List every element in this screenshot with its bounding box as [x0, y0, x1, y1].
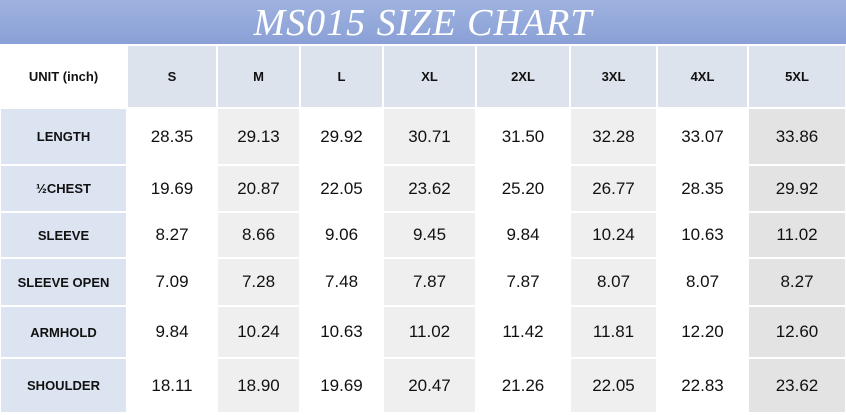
table-cell: 7.09 [128, 259, 216, 305]
table-cell: 19.69 [128, 166, 216, 211]
table-cell: 10.63 [658, 213, 747, 257]
table-cell: 7.28 [218, 259, 299, 305]
header-cell: 3XL [571, 46, 656, 107]
table-cell: 12.20 [658, 307, 747, 357]
table-cell: 32.28 [571, 109, 656, 164]
row-label: ARMHOLD [1, 307, 126, 357]
table-cell: 9.84 [477, 213, 569, 257]
table-cell: 22.05 [301, 166, 382, 211]
table-cell: 8.27 [749, 259, 845, 305]
table-cell: 31.50 [477, 109, 569, 164]
row-label: SLEEVE OPEN [1, 259, 126, 305]
header-cell: 2XL [477, 46, 569, 107]
table-cell: 23.62 [749, 359, 845, 412]
header-cell: 4XL [658, 46, 747, 107]
table-cell: 10.24 [571, 213, 656, 257]
table-cell: 26.77 [571, 166, 656, 211]
row-label: SLEEVE [1, 213, 126, 257]
table-cell: 29.92 [301, 109, 382, 164]
table-cell: 8.66 [218, 213, 299, 257]
table-cell: 8.27 [128, 213, 216, 257]
table-cell: 19.69 [301, 359, 382, 412]
row-label: SHOULDER [1, 359, 126, 412]
header-cell: L [301, 46, 382, 107]
table-cell: 10.24 [218, 307, 299, 357]
table-cell: 9.84 [128, 307, 216, 357]
row-label: LENGTH [1, 109, 126, 164]
chart-title: MS015 SIZE CHART [0, 0, 846, 44]
table-cell: 22.83 [658, 359, 747, 412]
table-cell: 20.87 [218, 166, 299, 211]
header-cell: M [218, 46, 299, 107]
table-cell: 12.60 [749, 307, 845, 357]
table-cell: 29.13 [218, 109, 299, 164]
row-label: ½CHEST [1, 166, 126, 211]
table-cell: 21.26 [477, 359, 569, 412]
table-cell: 8.07 [658, 259, 747, 305]
table-cell: 28.35 [128, 109, 216, 164]
table-cell: 11.02 [384, 307, 475, 357]
header-cell: 5XL [749, 46, 845, 107]
table-cell: 20.47 [384, 359, 475, 412]
header-cell: S [128, 46, 216, 107]
table-cell: 8.07 [571, 259, 656, 305]
table-cell: 33.07 [658, 109, 747, 164]
table-cell: 29.92 [749, 166, 845, 211]
table-cell: 11.02 [749, 213, 845, 257]
table-cell: 33.86 [749, 109, 845, 164]
header-cell: XL [384, 46, 475, 107]
table-cell: 18.11 [128, 359, 216, 412]
table-cell: 30.71 [384, 109, 475, 164]
table-cell: 11.81 [571, 307, 656, 357]
table-cell: 10.63 [301, 307, 382, 357]
table-cell: 25.20 [477, 166, 569, 211]
table-cell: 7.87 [384, 259, 475, 305]
table-cell: 23.62 [384, 166, 475, 211]
table-cell: 7.87 [477, 259, 569, 305]
table-cell: 9.45 [384, 213, 475, 257]
table-cell: 18.90 [218, 359, 299, 412]
table-cell: 11.42 [477, 307, 569, 357]
table-cell: 22.05 [571, 359, 656, 412]
header-cell: UNIT (inch) [1, 46, 126, 107]
table-cell: 28.35 [658, 166, 747, 211]
table-cell: 9.06 [301, 213, 382, 257]
table-cell: 7.48 [301, 259, 382, 305]
